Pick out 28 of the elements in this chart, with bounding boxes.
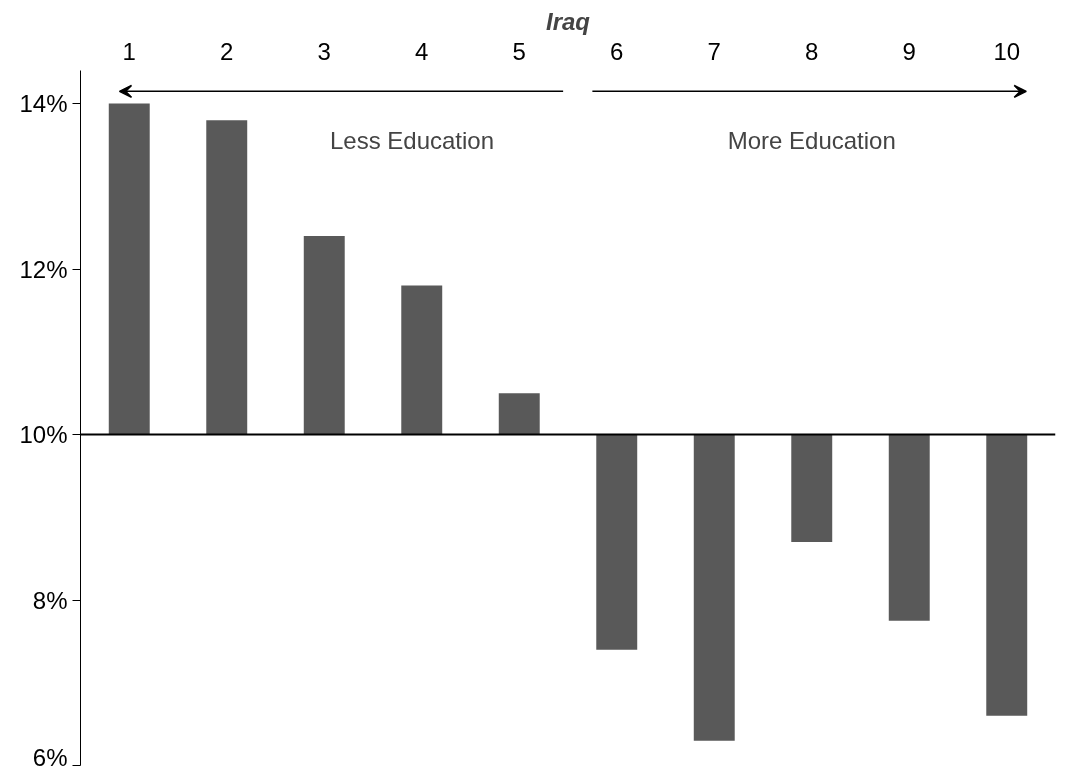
y-tick-label: 10% — [19, 421, 68, 449]
y-tick-label: 12% — [19, 255, 68, 283]
chart-title: Iraq — [545, 7, 591, 35]
bar — [693, 434, 735, 741]
x-tick-label: 3 — [317, 37, 331, 65]
y-tick-label: 14% — [19, 90, 68, 118]
x-tick-label: 6 — [610, 37, 624, 65]
y-tick-label: 6% — [32, 743, 68, 771]
bar — [303, 235, 345, 435]
x-tick-label: 4 — [415, 37, 429, 65]
annotation: More Education — [727, 126, 896, 154]
x-tick-label: 1 — [122, 37, 136, 65]
y-tick-label: 8% — [32, 586, 68, 614]
bar — [791, 434, 833, 543]
bar — [986, 434, 1028, 716]
annotation: Less Education — [329, 126, 495, 154]
x-tick-label: 10 — [993, 37, 1021, 65]
x-tick-label: 9 — [902, 37, 916, 65]
x-tick-label: 7 — [707, 37, 721, 65]
bar — [596, 434, 638, 650]
bar — [888, 434, 930, 621]
x-tick-label: 2 — [220, 37, 234, 65]
bar — [108, 103, 150, 435]
bar — [498, 393, 540, 435]
bar — [401, 285, 443, 435]
x-tick-label: 8 — [805, 37, 819, 65]
x-tick-label: 5 — [512, 37, 526, 65]
bar — [206, 120, 248, 435]
